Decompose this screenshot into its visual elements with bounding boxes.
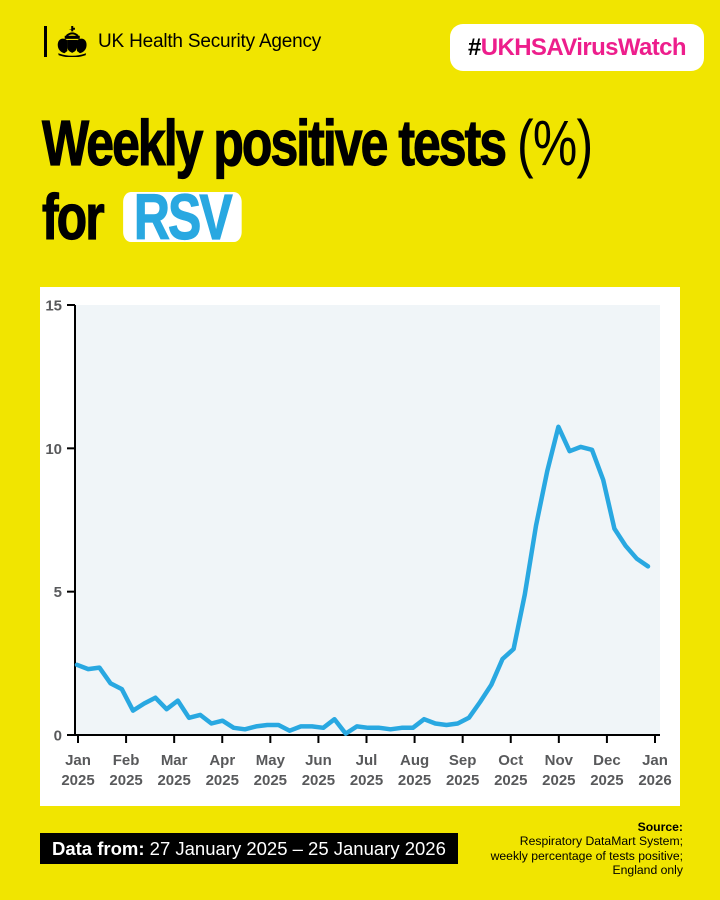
x-tick-label: Jul 2025: [350, 752, 383, 789]
rsv-positivity-line: [74, 424, 651, 736]
page-title: Weekly positive tests (%) for RSV: [42, 110, 594, 250]
title-percent-suffix: (%): [517, 107, 593, 179]
source-line: Respiratory DataMart System;: [519, 834, 683, 849]
x-tick-label: Nov 2025: [542, 752, 575, 789]
title-line2: for RSV: [42, 184, 592, 250]
date-range-label: Data from:: [52, 838, 145, 859]
date-range-value: 27 January 2025 – 25 January 2026: [149, 838, 446, 859]
virus-name-highlight: RSV: [122, 184, 242, 250]
x-tick-label: Sep 2025: [446, 752, 479, 789]
org-name: UK Health Security Agency: [98, 30, 322, 52]
logo-divider-bar: [44, 26, 47, 57]
line-chart: 0 5 10 15 Jan 2025 Feb 2025 Mar 2025 Apr 2025 May 202…: [45, 298, 671, 790]
chart-card: 0 5 10 15 Jan 2025 Feb 2025 Mar 2025 Apr 2025 May 202…: [40, 287, 680, 806]
title-line1: Weekly positive tests (%): [42, 107, 594, 179]
source-line: weekly percentage of tests positive;: [490, 848, 683, 863]
source-note: Source: Respiratory DataMart System; wee…: [491, 820, 683, 877]
x-tick-label: Apr 2025: [206, 752, 239, 789]
x-tick-label: Jan 2025: [61, 752, 94, 789]
x-tick-label: Oct 2025: [494, 752, 527, 789]
y-tick-label: 10: [45, 441, 62, 458]
royal-crest-icon: [57, 26, 87, 57]
x-tick-label: Aug 2025: [398, 752, 431, 789]
y-tick-label: 0: [54, 728, 62, 745]
title-main-text: Weekly positive tests: [42, 107, 508, 179]
y-tick-label: 5: [54, 584, 62, 601]
hashtag-text: UKHSAVirusWatch: [480, 33, 687, 61]
source-line: England only: [612, 862, 683, 877]
x-tick-label: Jan 2026: [638, 752, 671, 789]
hashtag-badge: # UKHSAVirusWatch: [449, 24, 704, 71]
x-tick-label: Feb 2025: [109, 752, 142, 789]
x-tick-label: May 2025: [254, 752, 287, 789]
hashtag-prefix: #: [467, 33, 481, 61]
title-for-text: for: [42, 181, 106, 253]
source-label: Source:: [637, 820, 683, 834]
x-tick-label: Jun 2025: [302, 752, 335, 789]
y-tick-label: 15: [45, 298, 62, 315]
x-tick-label: Mar 2025: [157, 752, 190, 789]
x-tick-label: Dec 2025: [590, 752, 623, 789]
date-range-box: Data from: 27 January 2025 – 25 January …: [40, 833, 458, 864]
ukhsa-logo: UK Health Security Agency: [44, 26, 321, 57]
